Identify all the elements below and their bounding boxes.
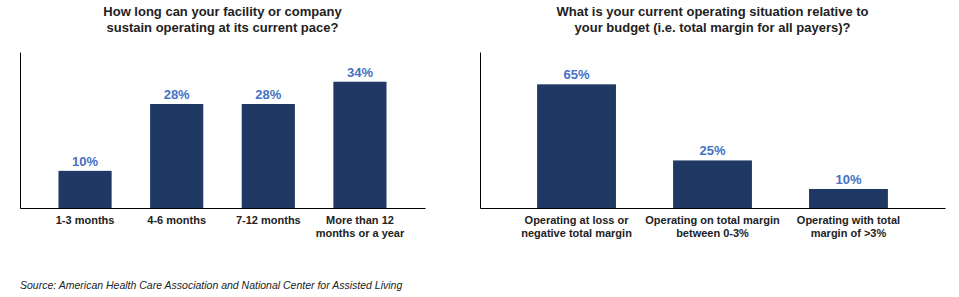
bar xyxy=(537,84,616,208)
data-label: 65% xyxy=(564,67,590,82)
x-tick: 7-12 months xyxy=(236,214,301,226)
x-tick-label: Operating at loss ornegative total margi… xyxy=(521,214,632,239)
x-tick: Operating at loss ornegative total margi… xyxy=(521,214,632,239)
panel: 65% 25% 10% Operating at loss ornegative to… xyxy=(481,53,946,240)
x-axis-line xyxy=(481,208,946,209)
x-tick-label: Operating with totalmargin of >3% xyxy=(797,214,900,239)
bars xyxy=(537,84,888,208)
chart-canvas: 10% 28% 28% 34% 1-3 months 4-6 months 7-12 mon… xyxy=(0,0,959,297)
x-tick: 1-3 months xyxy=(56,214,115,226)
chart-title: What is your current operating situation… xyxy=(556,4,868,35)
data-label: 28% xyxy=(255,87,281,102)
data-label: 10% xyxy=(72,154,98,169)
y-axis xyxy=(20,53,21,209)
x-tick: Operating with totalmargin of >3% xyxy=(797,214,900,239)
x-tick: 4-6 months xyxy=(147,214,206,226)
y-axis-line xyxy=(20,53,21,209)
annotation: Source: American Health Care Association… xyxy=(20,279,402,291)
x-tick: Operating on total marginbetween 0-3% xyxy=(645,214,780,239)
y-axis xyxy=(480,53,481,209)
y-axis-line xyxy=(480,53,481,209)
chart-title: How long can your facility or companysus… xyxy=(103,4,342,35)
x-tick-label: 7-12 months xyxy=(236,214,301,226)
data-labels: 10% 28% 28% 34% xyxy=(72,65,373,169)
data-label: 10% xyxy=(835,172,861,187)
data-label: 28% xyxy=(164,87,190,102)
x-axis-line xyxy=(21,208,426,209)
x-tick: More than 12months or a year xyxy=(316,214,405,239)
x-tick-label: 1-3 months xyxy=(56,214,115,226)
bars xyxy=(58,82,386,208)
bar xyxy=(150,104,203,208)
panel: 10% 28% 28% 34% 1-3 months 4-6 months 7-12 mon… xyxy=(21,53,426,240)
data-label: 34% xyxy=(347,65,373,80)
x-tick-label: Operating on total marginbetween 0-3% xyxy=(645,214,780,239)
data-label: 25% xyxy=(699,143,725,158)
bar xyxy=(333,82,386,208)
x-axis: 1-3 months 4-6 months 7-12 months More than… xyxy=(21,209,426,240)
data-labels: 65% 25% 10% xyxy=(564,67,862,187)
bar xyxy=(58,171,111,208)
x-tick-label: 4-6 months xyxy=(147,214,206,226)
bar xyxy=(242,104,295,208)
x-axis: Operating at loss ornegative total margi… xyxy=(481,209,946,240)
x-tick-label: More than 12months or a year xyxy=(316,214,405,239)
bar xyxy=(673,160,752,208)
bar xyxy=(809,189,888,208)
